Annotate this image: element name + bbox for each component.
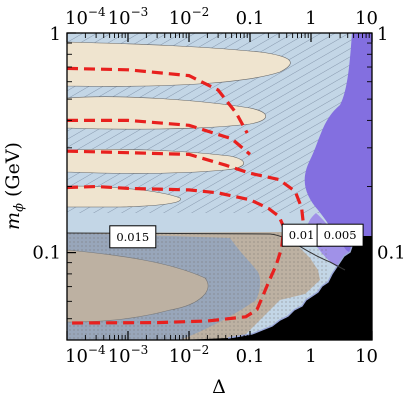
x-tick-label-bottom: 10 xyxy=(355,346,378,367)
dashed-curve-1 xyxy=(67,66,249,134)
contour-label-3: 0.005 xyxy=(316,223,364,247)
inner-gray-tan-region xyxy=(67,249,209,323)
y-tick-label-left: 1 xyxy=(50,24,61,45)
excluded-region xyxy=(180,236,372,340)
contour-label-box xyxy=(109,225,157,249)
dashed-curve-2 xyxy=(67,118,252,156)
x-axis-title: Δ xyxy=(212,376,226,398)
contour-label-text: 0.01 xyxy=(289,228,315,242)
x-tick-label-top: 10−4 xyxy=(65,5,106,29)
x-tick-label-top: 0.1 xyxy=(236,8,265,29)
contour-label-text: 0.015 xyxy=(116,230,149,244)
x-tick-label-bottom: 10−4 xyxy=(65,343,106,367)
x-tick-label-top: 1 xyxy=(305,8,316,29)
purple-region xyxy=(304,33,372,285)
tan-band-3 xyxy=(67,148,244,174)
y-axis-title-main: m xyxy=(2,212,24,230)
plot-area: 0.015 0.01 0.005 xyxy=(67,33,372,340)
contour-label-text: 0.005 xyxy=(324,228,357,242)
x-tick-label-bottom: 10−2 xyxy=(169,343,210,367)
contour-label-1: 0.015 xyxy=(109,225,157,249)
x-tick-label-top: 10−3 xyxy=(108,5,149,29)
y-tick-label-right: 1 xyxy=(377,24,388,45)
contour-label-box xyxy=(316,223,364,247)
x-tick-label-top: 10 xyxy=(355,8,378,29)
excluded-region-edge xyxy=(227,235,361,339)
contour-label-2: 0.01 xyxy=(281,223,322,247)
contour-labels: 0.015 0.01 0.005 xyxy=(109,223,364,249)
x-tick-label-bottom: 10−3 xyxy=(108,343,149,367)
tan-band-1 xyxy=(67,41,291,87)
y-tick-label-right: 0.1 xyxy=(377,243,406,264)
y-axis-title-sub: ϕ xyxy=(12,203,27,212)
y-axis-title-unit: (GeV) xyxy=(2,142,24,203)
x-tick-label-bottom: 1 xyxy=(305,346,316,367)
tan-band-2 xyxy=(67,96,267,130)
dashed-curve-3 xyxy=(67,149,306,232)
y-axis-title: mϕ (GeV) xyxy=(2,142,27,230)
x-tick-label-bottom: 0.1 xyxy=(236,346,265,367)
y-tick-label-left: 0.1 xyxy=(32,243,61,264)
x-tick-label-top: 10−2 xyxy=(169,5,210,29)
